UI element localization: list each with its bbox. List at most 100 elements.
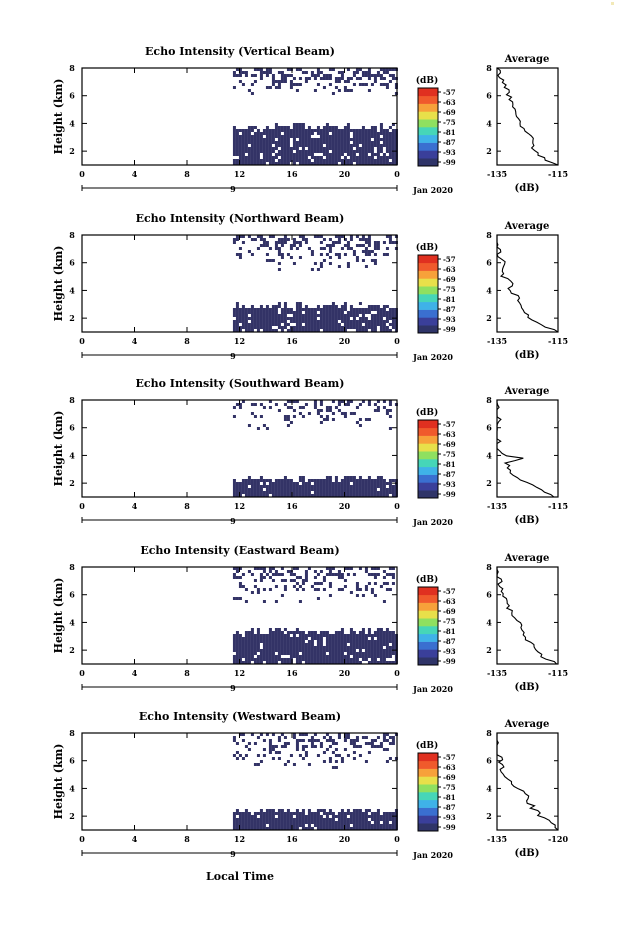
heatmap-cell [283,77,287,80]
heatmap-cell [373,815,377,818]
heatmap-cell [268,576,272,579]
heatmap-cell [388,415,392,418]
heatmap-cell [280,594,284,597]
average-title: Average [504,221,550,232]
heatmap-cell [334,815,338,818]
heatmap-cell [241,156,245,159]
heatmap-cell [295,482,299,485]
heatmap-cell [286,570,290,573]
heatmap-cell [382,600,386,603]
heatmap-cell [367,809,371,812]
heatmap-cell [319,308,323,311]
heatmap-cell [274,745,278,748]
heatmap-cell [367,582,371,585]
heatmap-cell [346,485,350,488]
heatmap-cell [241,655,245,658]
heatmap-cell [274,634,278,637]
heatmap-cell [319,637,323,640]
heatmap-cell [334,640,338,643]
heatmap-cell [388,126,392,129]
heatmap-cell [391,123,395,126]
heatmap-cell [385,235,389,238]
heatmap-cell [259,305,263,308]
colorbar-tick-label: -69 [443,607,456,616]
heatmap-cell [334,637,338,640]
heatmap-cell [256,156,260,159]
heatmap-cell [289,308,293,311]
heatmap-cell [367,326,371,329]
heatmap-cell [280,733,284,736]
heatmap-cell [295,314,299,317]
heatmap-cell [388,141,392,144]
heatmap-cell [376,479,380,482]
heatmap-cell [304,576,308,579]
heatmap-cell [313,815,317,818]
heatmap-cell [283,147,287,150]
heatmap-cell [379,123,383,126]
heatmap-cell [364,652,368,655]
heatmap-cell [265,812,269,815]
heatmap-cell [256,628,260,631]
heatmap-cell [259,74,263,77]
heatmap-cell [277,757,281,760]
heatmap-cell [391,661,395,664]
heatmap-cell [319,135,323,138]
heatmap-cell [250,824,254,827]
heatmap-cell [256,68,260,71]
heatmap-cell [349,637,353,640]
heatmap-cell [262,748,266,751]
heatmap-cell [340,482,344,485]
heatmap-cell [343,485,347,488]
heatmap-cell [364,317,368,320]
heatmap-cell [328,594,332,597]
heatmap-cell [379,126,383,129]
heatmap-cell [280,326,284,329]
heatmap-cell [307,634,311,637]
heatmap-cell [328,739,332,742]
heatmap-cell [355,308,359,311]
heatmap-cell [289,643,293,646]
heatmap-cell [319,311,323,314]
heatmap-cell [349,77,353,80]
colorbar-segment [418,103,438,112]
heatmap-cell [346,640,350,643]
heatmap-cell [280,649,284,652]
heatmap-cell [310,308,314,311]
heatmap-cell [340,138,344,141]
heatmap-cell [316,329,320,332]
heatmap-cell [349,494,353,497]
heatmap-cell [241,479,245,482]
heatmap-cell [271,809,275,812]
heatmap-cell [313,329,317,332]
heatmap-cell [361,827,365,830]
heatmap-cell [235,326,239,329]
heatmap-cell [370,305,374,308]
avg-y-tick-label: 8 [486,230,492,240]
heatmap-cell [238,317,242,320]
heatmap-cell [232,488,236,491]
colorbar-unit: (dB) [416,740,438,751]
heatmap-cell [280,74,284,77]
heatmap-cell [343,646,347,649]
heatmap-cell [271,733,275,736]
heatmap-cell [244,637,248,640]
heatmap-cell [310,640,314,643]
heatmap-cell [367,628,371,631]
colorbar-tick-label: -75 [443,450,456,459]
heatmap-cell [310,821,314,824]
heatmap-cell [247,153,251,156]
colorbar-tick-label: -69 [443,108,456,117]
heatmap-cell [262,754,266,757]
heatmap-cell [307,317,311,320]
heatmap-cell [349,147,353,150]
heatmap-cell [283,640,287,643]
heatmap-cell [355,637,359,640]
heatmap-cell [286,132,290,135]
heatmap-cell [337,576,341,579]
heatmap-cell [352,138,356,141]
heatmap-cell [364,646,368,649]
heatmap-cell [331,162,335,165]
avg-y-tick-label: 4 [486,118,492,128]
heatmap-cell [355,479,359,482]
heatmap-cell [382,320,386,323]
